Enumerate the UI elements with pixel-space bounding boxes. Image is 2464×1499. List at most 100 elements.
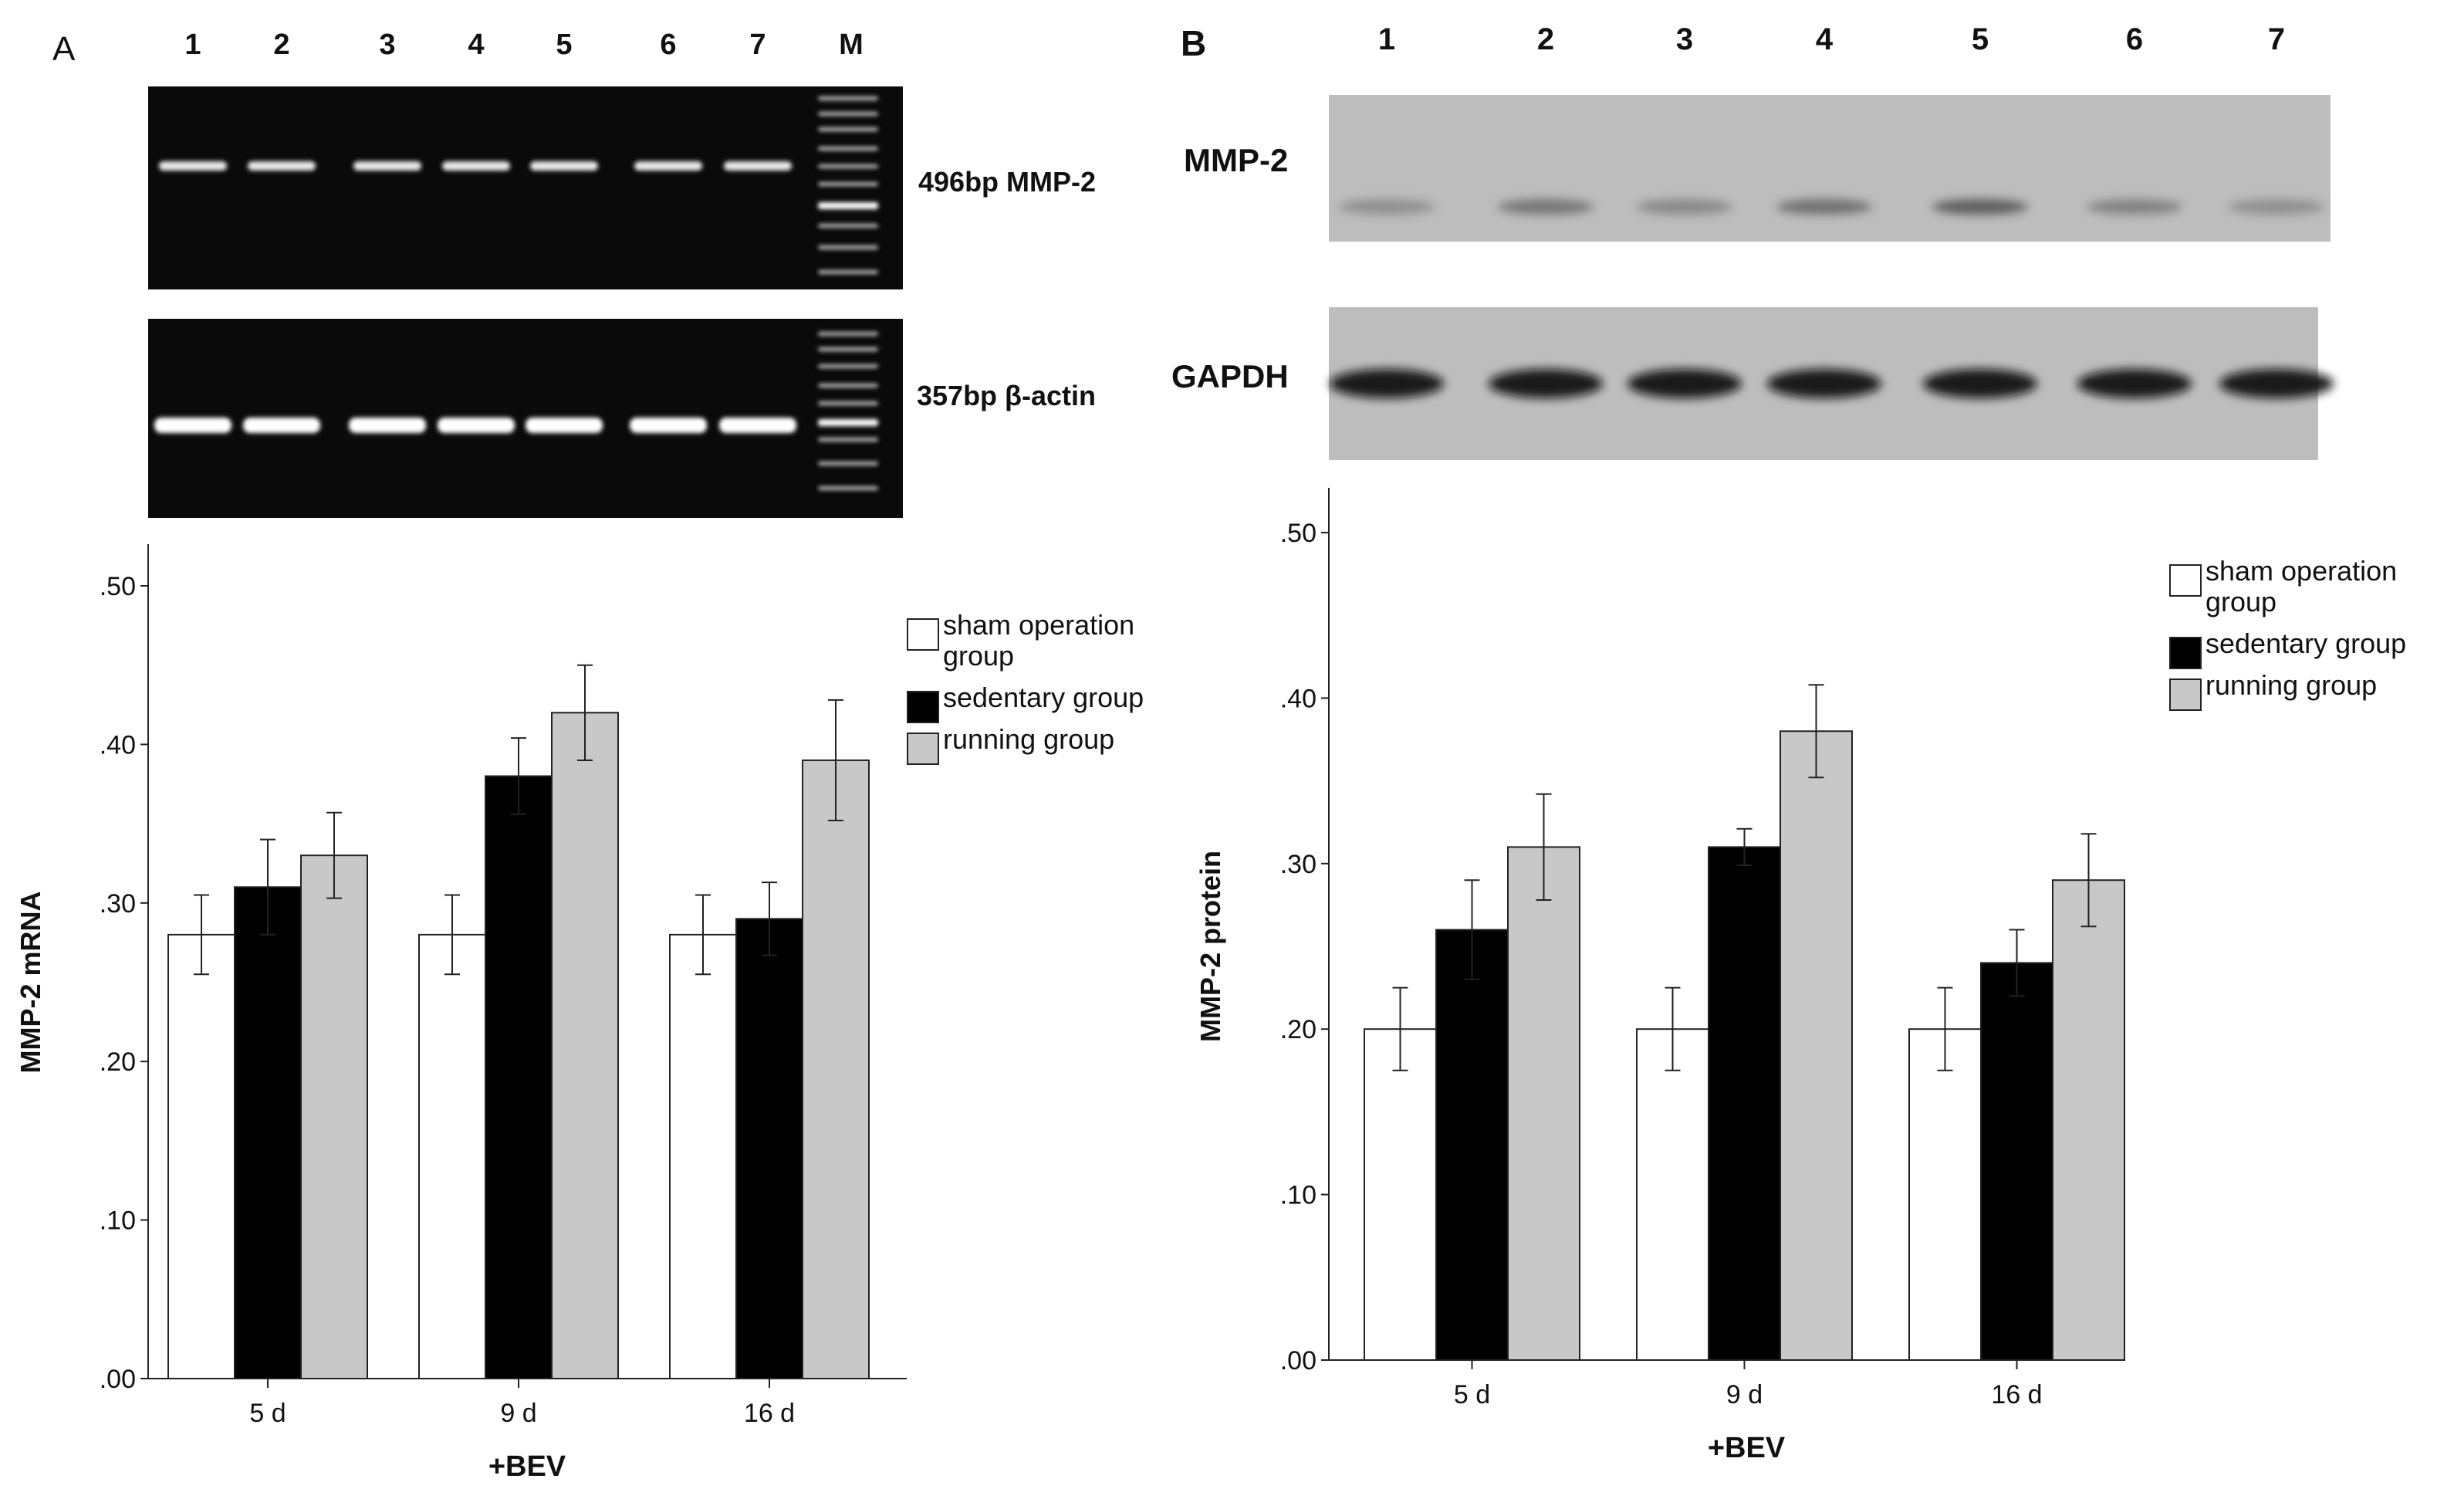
- legend-entry: sham operation group: [943, 609, 1134, 672]
- bar: [485, 775, 553, 1379]
- y-tick-label: .20: [100, 1047, 136, 1077]
- x-axis-label: +BEV: [1708, 1432, 1786, 1464]
- lane-label: 1: [1378, 22, 1395, 56]
- legend-swatch: [907, 618, 939, 651]
- blot-bottom-label: GAPDH: [1171, 358, 1289, 394]
- lane-label: 4: [468, 29, 484, 61]
- y-tick-label: .00: [100, 1365, 136, 1394]
- y-tick-label: .40: [1280, 684, 1316, 713]
- y-tick-label: .50: [1280, 519, 1316, 548]
- gel-band: [526, 418, 603, 433]
- bar: [1636, 1028, 1709, 1361]
- bar: [300, 854, 368, 1380]
- lane-label: 7: [2268, 22, 2285, 56]
- ladder-band: [818, 419, 878, 426]
- y-tick-label: .30: [1280, 850, 1316, 879]
- blot-band: [1637, 199, 1732, 215]
- ladder-band: [818, 347, 878, 351]
- x-tick-label: 5 d: [1454, 1380, 1490, 1409]
- bar: [735, 918, 803, 1379]
- panel-a-lane-labels: 1 2 3 4 5 6 7 M: [184, 29, 863, 61]
- panel-b-lane-labels: 1 2 3 4 5 6 7: [1378, 22, 2285, 56]
- ladder-band: [818, 112, 878, 116]
- legend-entry: running group: [943, 723, 1114, 755]
- chart-a: .00 .10 .20 .30 .40 .50 5 d 9 d 16 d +BEV MMP-2 mR…: [15, 544, 1144, 1483]
- x-tick-label: 9 d: [500, 1399, 536, 1428]
- x-tick-label: 9 d: [1726, 1380, 1763, 1409]
- legend-entry: sedentary group: [943, 682, 1144, 713]
- bar: [2052, 879, 2125, 1361]
- blot-band: [2219, 369, 2334, 398]
- ladder-band: [818, 364, 878, 368]
- bar: [802, 759, 870, 1379]
- bar: [1507, 846, 1580, 1361]
- lane-label: 4: [1816, 22, 1834, 56]
- bar: [1908, 1028, 1982, 1361]
- y-tick-label: .50: [100, 572, 136, 601]
- lane-label: 3: [1676, 22, 1693, 56]
- bar: [1780, 730, 1853, 1361]
- bar: [418, 933, 486, 1379]
- legend-swatch: [2169, 678, 2202, 711]
- blot-bottom-bands: [1330, 369, 2334, 398]
- gel-band: [724, 161, 792, 171]
- lane-label: M: [839, 29, 864, 61]
- y-tick-label: .00: [1280, 1346, 1316, 1375]
- y-tick-label: .10: [1280, 1181, 1316, 1210]
- panel-a-letter: A: [52, 30, 76, 68]
- chart-b: .00 .10 .20 .30 .40 .50 5 d 9 d 16 d +BEV MMP-2 pr…: [1195, 488, 2406, 1464]
- ladder-band: [818, 202, 878, 209]
- bar: [669, 933, 737, 1379]
- blot-band: [1489, 369, 1603, 398]
- y-tick-label: .30: [100, 889, 136, 919]
- gel-band: [349, 418, 426, 433]
- x-tick-label: 16 d: [744, 1399, 795, 1428]
- gel-bottom-bands: [154, 332, 878, 490]
- gel-band: [243, 418, 320, 433]
- lane-label: 5: [556, 29, 572, 61]
- lane-label: 7: [749, 29, 766, 61]
- x-axis-label: +BEV: [488, 1450, 566, 1483]
- bar: [551, 712, 619, 1379]
- bar: [1435, 929, 1509, 1362]
- lane-label: 6: [660, 29, 676, 61]
- gel-band: [248, 161, 316, 171]
- lane-label: 2: [1537, 22, 1554, 56]
- y-tick-label: .10: [100, 1206, 136, 1236]
- legend-entry: running group: [2205, 669, 2377, 701]
- ladder-band: [818, 96, 878, 100]
- blot-top-bands: [1339, 199, 2324, 215]
- y-axis-label: MMP-2 protein: [1195, 851, 1226, 1042]
- bar: [1364, 1028, 1437, 1361]
- blot-band: [1923, 369, 2037, 398]
- gel-band: [353, 161, 421, 171]
- gel-top-bands: [159, 96, 878, 274]
- lane-label: 6: [2126, 22, 2143, 56]
- blot-top: [1329, 95, 2330, 242]
- gel-band: [530, 161, 598, 171]
- lane-label: 1: [184, 29, 201, 61]
- gel-band: [719, 418, 796, 433]
- ladder-band: [818, 245, 878, 249]
- y-axis-label: MMP-2 mRNA: [15, 891, 46, 1073]
- lane-label: 3: [379, 29, 395, 61]
- legend-swatch: [2169, 564, 2202, 597]
- gel-band: [630, 418, 707, 433]
- blot-band: [1339, 199, 1435, 215]
- blot-band: [2229, 199, 2324, 215]
- blot-band: [1767, 369, 1881, 398]
- bar: [1708, 846, 1781, 1361]
- ladder-band: [818, 401, 878, 405]
- panel-b-letter: B: [1181, 23, 1206, 63]
- gel-band: [159, 161, 227, 171]
- ladder-band: [818, 147, 878, 151]
- legend-swatch: [2169, 637, 2202, 669]
- ladder-band: [818, 224, 878, 228]
- blot-band: [1330, 369, 1444, 398]
- x-tick-label: 5 d: [249, 1399, 286, 1428]
- blot-top-label: MMP-2: [1184, 142, 1288, 178]
- y-tick-label: .40: [100, 730, 136, 760]
- gel-top: [148, 86, 903, 289]
- y-tick-label: .20: [1280, 1015, 1316, 1044]
- bar: [1980, 962, 2053, 1361]
